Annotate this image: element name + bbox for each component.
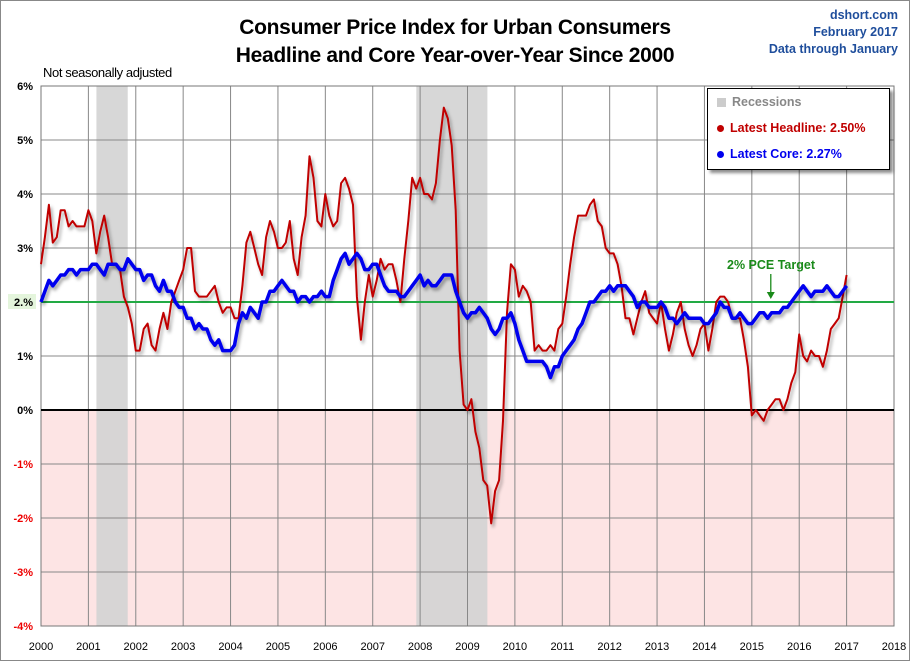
target-arrow-head-icon: [766, 292, 775, 299]
x-tick-label: 2003: [171, 641, 195, 653]
seasonal-note: Not seasonally adjusted: [43, 65, 172, 80]
y-tick-label: 5%: [17, 135, 33, 147]
y-tick-label: 0%: [17, 405, 33, 417]
legend-item-headline: Latest Headline: 2.50%: [717, 121, 865, 135]
legend-core-label: Latest Core: 2.27%: [730, 147, 842, 161]
x-tick-label: 2008: [408, 641, 432, 653]
source-label: dshort.com: [829, 8, 898, 22]
x-tick-label: 2007: [360, 641, 384, 653]
x-tick-label: 2018: [882, 641, 906, 653]
headline-dot-icon: [717, 125, 724, 133]
x-tick-label: 2009: [455, 641, 479, 653]
legend-item-core: Latest Core: 2.27%: [717, 147, 842, 161]
x-tick-label: 2014: [692, 641, 716, 653]
legend-item-recessions: Recessions: [717, 95, 801, 109]
y-tick-label: -4%: [13, 621, 33, 633]
x-tick-label: 2005: [266, 641, 290, 653]
x-tick-label: 2017: [834, 641, 858, 653]
y-tick-label: 4%: [17, 189, 33, 201]
pce-target-label: 2% PCE Target: [727, 258, 815, 272]
core-line: [39, 251, 849, 380]
chart-title: Consumer Price Index for Urban Consumers: [239, 16, 671, 39]
x-tick-label: 2010: [503, 641, 527, 653]
y-tick-label: 3%: [17, 243, 33, 255]
x-tick-label: 2016: [787, 641, 811, 653]
y-tick-label: 1%: [17, 351, 33, 363]
recession-swatch-icon: [717, 98, 726, 108]
core-dot-icon: [717, 151, 724, 159]
x-tick-label: 2000: [29, 641, 53, 653]
y-tick-label: 6%: [17, 81, 33, 93]
x-tick-label: 2004: [218, 641, 242, 653]
headline-line: [40, 106, 848, 525]
data-through-label: Data through January: [768, 42, 898, 56]
y-tick-label: -3%: [13, 567, 33, 579]
target-label-bg: [8, 294, 36, 309]
x-tick-label: 2006: [313, 641, 337, 653]
legend: Recessions Latest Headline: 2.50% Latest…: [707, 88, 890, 170]
y-tick-label: -1%: [13, 459, 33, 471]
plot-border: [40, 85, 895, 627]
date-label: February 2017: [813, 25, 898, 39]
y-tick-label: 2.%: [14, 297, 33, 309]
y-tick-label: -2%: [13, 513, 33, 525]
legend-recessions-label: Recessions: [732, 95, 802, 109]
x-tick-label: 2015: [740, 641, 764, 653]
legend-headline-label: Latest Headline: 2.50%: [730, 121, 866, 135]
chart-subtitle: Headline and Core Year-over-Year Since 2…: [235, 44, 675, 67]
x-tick-label: 2011: [550, 641, 574, 653]
x-tick-label: 2012: [597, 641, 621, 653]
x-tick-label: 2001: [76, 641, 100, 653]
x-tick-label: 2002: [124, 641, 148, 653]
x-tick-label: 2013: [645, 641, 669, 653]
